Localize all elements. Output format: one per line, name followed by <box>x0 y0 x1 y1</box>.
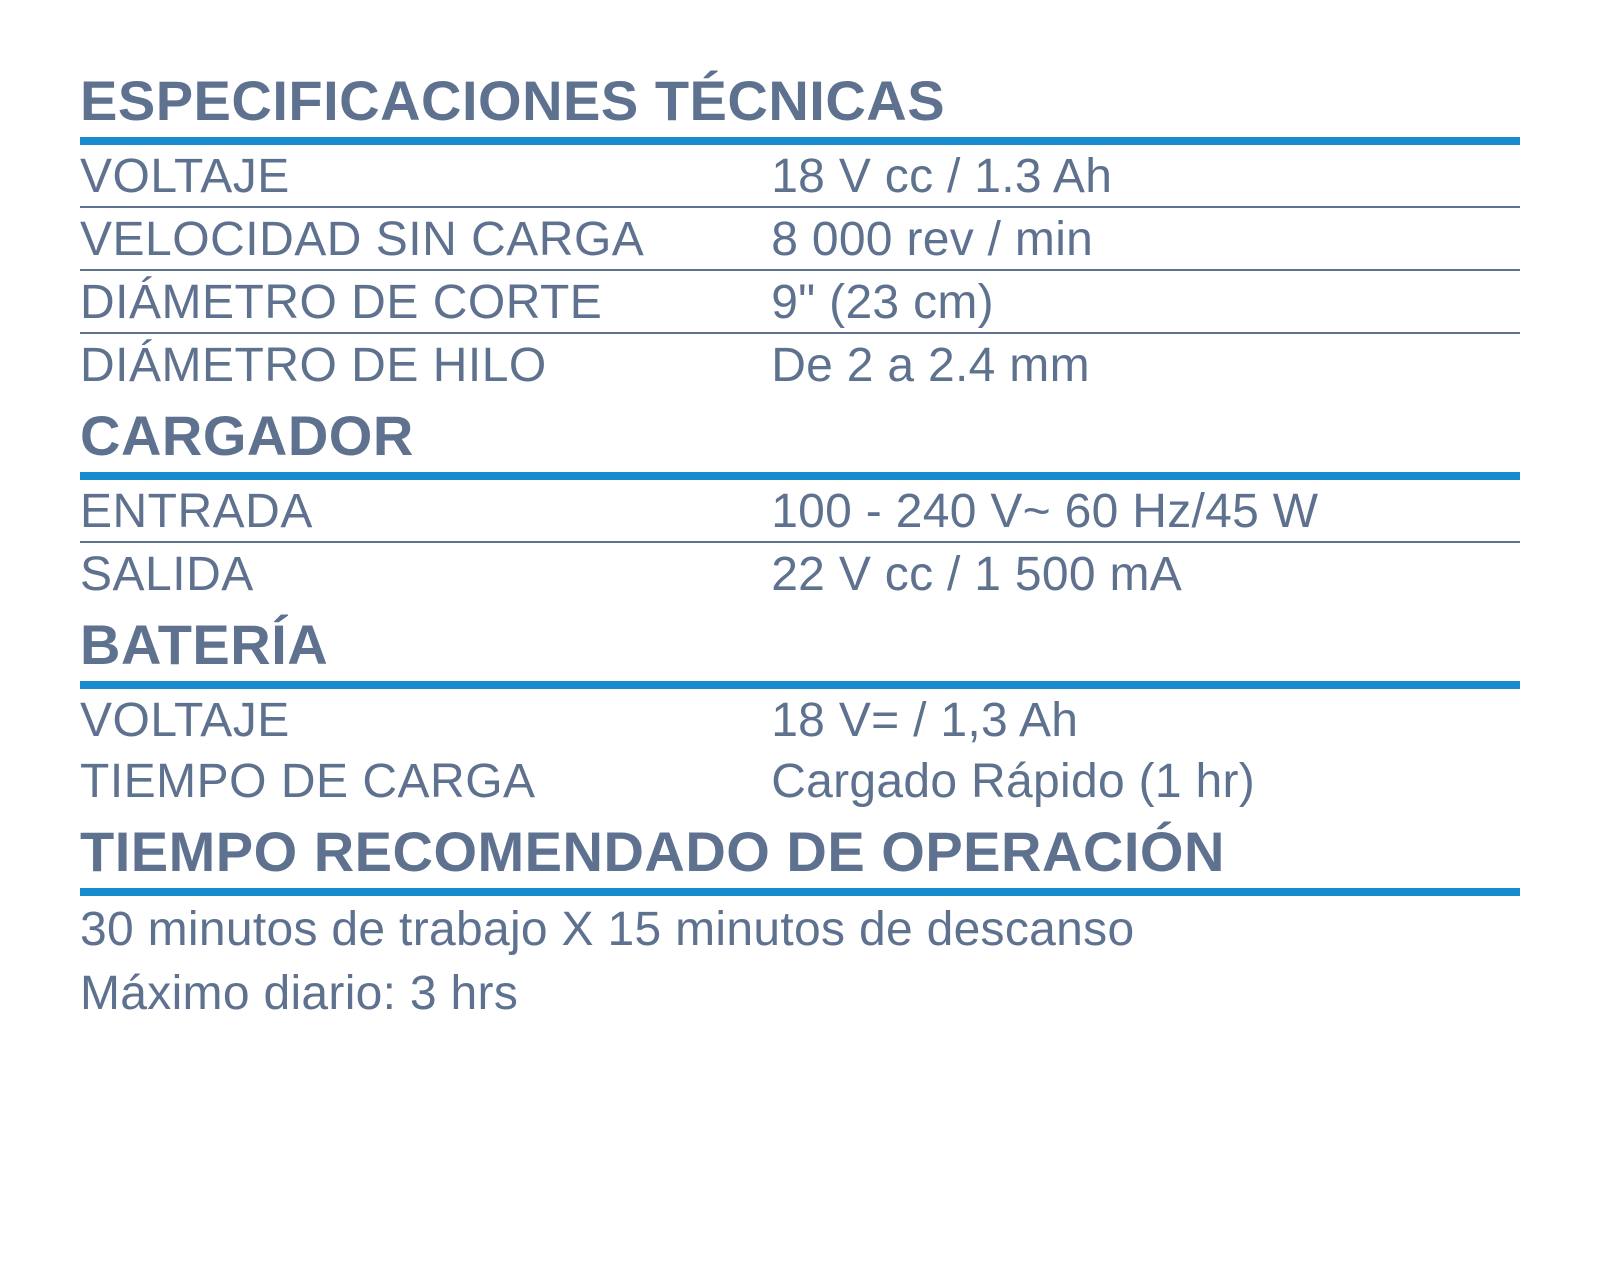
spec-table: ESPECIFICACIONES TÉCNICAS VOLTAJE 18 V c… <box>80 68 1520 1024</box>
table-row: VOLTAJE 18 V= / 1,3 Ah <box>80 689 1520 750</box>
spec-label-voltaje: VOLTAJE <box>80 145 771 206</box>
operation-note-line1: 30 minutos de trabajo X 15 minutos de de… <box>80 896 1520 960</box>
table-row: DIÁMETRO DE CORTE 9" (23 cm) <box>80 271 1520 334</box>
table-row: SALIDA 22 V cc / 1 500 mA <box>80 543 1520 604</box>
table-row: DIÁMETRO DE HILO De 2 a 2.4 mm <box>80 334 1520 395</box>
spec-label-diametro-hilo: DIÁMETRO DE HILO <box>80 334 771 395</box>
section-header-cargador: CARGADOR <box>80 403 1520 468</box>
spec-value-diametro-hilo: De 2 a 2.4 mm <box>771 334 1520 395</box>
spec-label-bateria-voltaje: VOLTAJE <box>80 689 771 750</box>
spec-value-diametro-corte: 9" (23 cm) <box>771 271 1520 332</box>
spec-label-velocidad: VELOCIDAD SIN CARGA <box>80 208 771 269</box>
table-row: VELOCIDAD SIN CARGA 8 000 rev / min <box>80 208 1520 271</box>
section-header-especificaciones: ESPECIFICACIONES TÉCNICAS <box>80 68 1520 133</box>
spec-value-entrada: 100 - 240 V~ 60 Hz/45 W <box>771 480 1520 541</box>
section-header-bateria: BATERÍA <box>80 612 1520 677</box>
spec-value-bateria-voltaje: 18 V= / 1,3 Ah <box>771 689 1520 750</box>
table-row: TIEMPO DE CARGA Cargado Rápido (1 hr) <box>80 750 1520 811</box>
section-divider <box>80 137 1520 145</box>
spec-label-salida: SALIDA <box>80 543 771 604</box>
section-divider <box>80 888 1520 896</box>
spec-label-diametro-corte: DIÁMETRO DE CORTE <box>80 271 771 332</box>
table-row: VOLTAJE 18 V cc / 1.3 Ah <box>80 145 1520 208</box>
spec-label-entrada: ENTRADA <box>80 480 771 541</box>
operation-note-line2: Máximo diario: 3 hrs <box>80 960 1520 1024</box>
spec-label-tiempo-carga: TIEMPO DE CARGA <box>80 750 771 811</box>
section-divider <box>80 472 1520 480</box>
spec-value-tiempo-carga: Cargado Rápido (1 hr) <box>771 750 1520 811</box>
table-row: ENTRADA 100 - 240 V~ 60 Hz/45 W <box>80 480 1520 543</box>
spec-value-voltaje: 18 V cc / 1.3 Ah <box>771 145 1520 206</box>
spec-value-velocidad: 8 000 rev / min <box>771 208 1520 269</box>
section-header-tiempo-operacion: TIEMPO RECOMENDADO DE OPERACIÓN <box>80 819 1520 884</box>
section-divider <box>80 681 1520 689</box>
spec-value-salida: 22 V cc / 1 500 mA <box>771 543 1520 604</box>
